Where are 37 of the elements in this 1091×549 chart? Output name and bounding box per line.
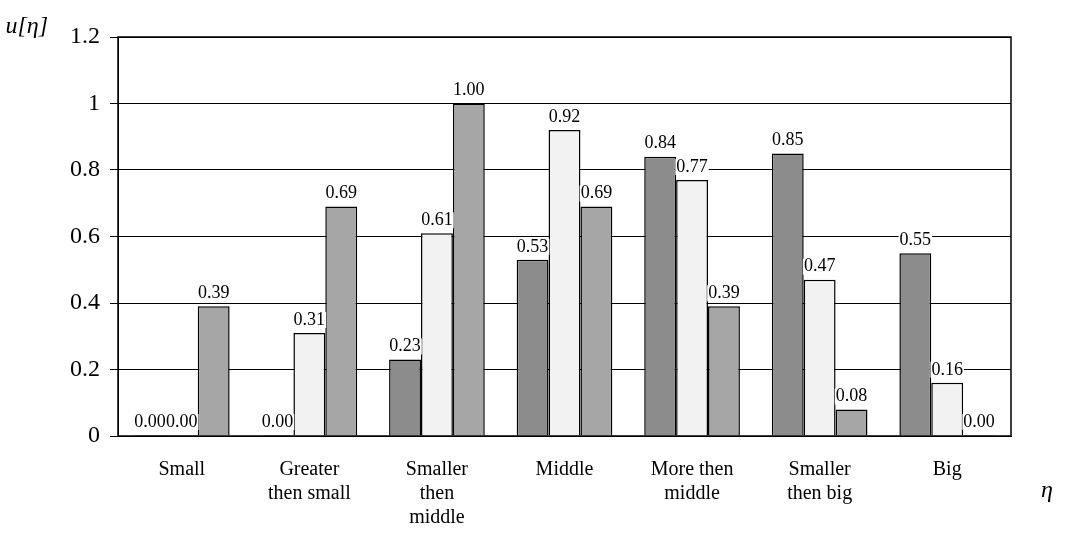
data-label: 0.53 — [516, 235, 549, 256]
data-label: 0.08 — [835, 385, 868, 406]
y-tick-label: 0.8 — [70, 155, 100, 182]
data-label: 0.85 — [772, 129, 804, 150]
data-label: 0.39 — [197, 282, 230, 303]
x-tick-label: Smaller then big — [787, 457, 853, 505]
x-axis-title: η — [1041, 476, 1053, 503]
data-label: 0.23 — [389, 335, 421, 356]
data-label: 0.39 — [708, 282, 740, 303]
data-label: 0.16 — [931, 358, 963, 379]
data-label: 1.00 — [453, 79, 485, 100]
y-axis-title: u[η] — [5, 12, 48, 39]
x-tick-label: Small — [158, 457, 206, 480]
data-label: 0.00 — [963, 410, 995, 431]
data-label: 0.00 — [134, 410, 166, 431]
y-tick-label: 0.6 — [70, 221, 100, 248]
x-tick-label: Smaller then middle — [405, 457, 469, 528]
x-tick-label: Middle — [535, 457, 594, 480]
y-tick-label: 1 — [88, 88, 100, 115]
data-label: 0.69 — [580, 182, 613, 203]
y-tick-label: 0.4 — [70, 288, 100, 315]
x-tick-label: Greater then small — [267, 457, 352, 504]
data-label: 0.47 — [803, 255, 836, 276]
data-label: 0.00 — [166, 410, 198, 431]
data-label: 0.77 — [676, 155, 708, 176]
data-label: 0.92 — [548, 105, 581, 126]
data-label: 0.69 — [325, 182, 357, 203]
data-label: 0.00 — [261, 410, 294, 431]
data-label: 0.84 — [644, 132, 676, 153]
x-tick-label: More then middle — [650, 457, 734, 504]
y-tick-label: 0.2 — [70, 354, 100, 381]
data-label: 0.31 — [293, 308, 326, 329]
y-tick-label: 0 — [88, 421, 100, 448]
data-label: 0.61 — [421, 208, 453, 229]
x-tick-label: Big — [932, 457, 962, 481]
y-tick-label: 1.2 — [70, 22, 100, 49]
data-label: 0.55 — [899, 228, 932, 249]
